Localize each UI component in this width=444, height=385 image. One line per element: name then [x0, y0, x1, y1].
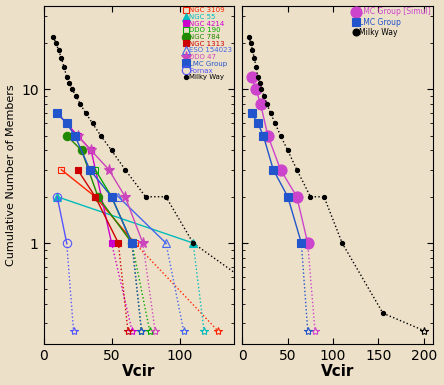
X-axis label: Vcir: Vcir [122, 365, 155, 380]
Y-axis label: Cumulative Number of Members: Cumulative Number of Members [6, 84, 16, 266]
Legend: NGC 3109, NGC 55, NGC 4214, DDO 190, NGC 784, NGC 1313, ESO 154023, DDO 47, LMC : NGC 3109, NGC 55, NGC 4214, DDO 190, NGC… [184, 7, 233, 81]
Legend: LMC Group [Simul], LMC Group, Milky Way: LMC Group [Simul], LMC Group, Milky Way [353, 7, 432, 37]
X-axis label: Vcir: Vcir [321, 365, 354, 380]
